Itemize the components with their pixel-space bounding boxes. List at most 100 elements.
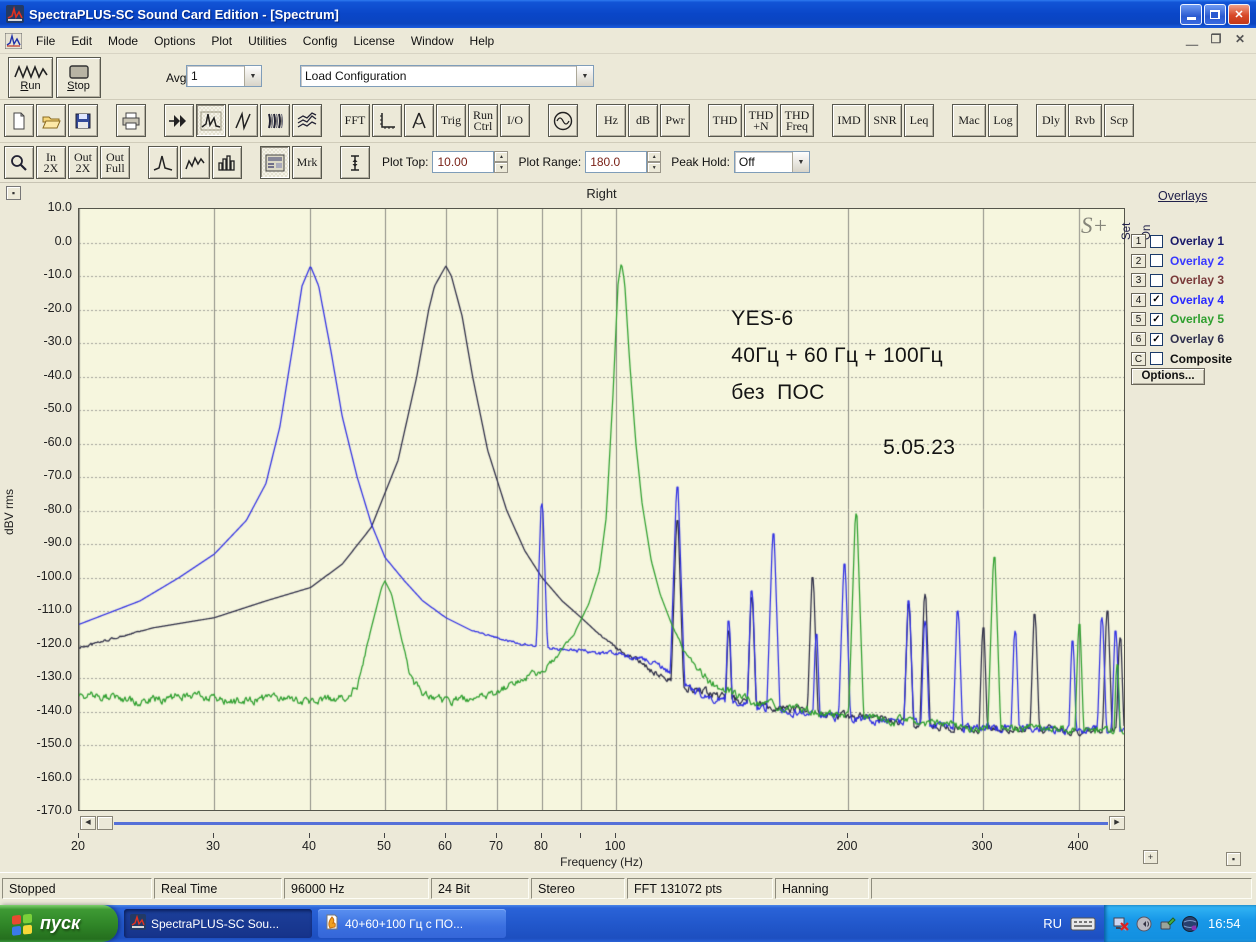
overlay-set-button-2[interactable]: 2 <box>1131 254 1146 268</box>
markers-button[interactable]: Mrk <box>292 146 322 179</box>
phase-view-button[interactable] <box>228 104 258 137</box>
signal-generator-button[interactable] <box>548 104 578 137</box>
menu-plot[interactable]: Plot <box>203 30 240 52</box>
display-options-button[interactable] <box>260 146 290 179</box>
spin-down-icon[interactable]: ▼ <box>494 162 508 173</box>
power-units-button[interactable]: Pwr <box>660 104 690 137</box>
start-button[interactable]: пуск <box>0 905 118 942</box>
peak-hold-arrow-icon[interactable]: ▼ <box>792 152 809 172</box>
child-minimize-button[interactable]: ＿ <box>1184 31 1200 47</box>
menu-license[interactable]: License <box>345 30 402 52</box>
scaling-button[interactable] <box>372 104 402 137</box>
child-close-button[interactable]: ✕ <box>1232 31 1248 47</box>
taskbar-task[interactable]: 40+60+100 Гц с ПО... <box>318 909 506 938</box>
pane-expand-button[interactable]: + <box>1143 850 1158 864</box>
surface-view-button[interactable] <box>292 104 322 137</box>
volume-icon[interactable] <box>1135 915 1153 933</box>
overlay-set-button-4[interactable]: 4 <box>1131 293 1146 307</box>
io-settings-button[interactable]: I/O <box>500 104 530 137</box>
menu-file[interactable]: File <box>28 30 63 52</box>
overlay-checkbox-4[interactable]: ✓ <box>1150 293 1163 306</box>
bar-plot-button[interactable] <box>212 146 242 179</box>
zoom-button[interactable] <box>4 146 34 179</box>
overlay-set-button-1[interactable]: 1 <box>1131 234 1146 248</box>
zoom-in-2x-button[interactable]: In2X <box>36 146 66 179</box>
plot-range-input[interactable] <box>585 151 647 173</box>
stop-button[interactable]: Stop <box>56 57 101 98</box>
hz-units-button[interactable]: Hz <box>596 104 626 137</box>
pane-split-button[interactable]: ▪ <box>1226 852 1241 866</box>
trigger-button[interactable]: Trig <box>436 104 466 137</box>
menu-options[interactable]: Options <box>146 30 203 52</box>
spectrum-plot[interactable]: YES-640Гц + 60 Гц + 100Гцбез ПОС5.05.23 … <box>78 208 1125 811</box>
print-button[interactable] <box>116 104 146 137</box>
spectrum-view-button[interactable] <box>196 104 226 137</box>
open-file-button[interactable] <box>36 104 66 137</box>
avg-dropdown-arrow-icon[interactable]: ▼ <box>244 66 261 86</box>
minimize-button[interactable] <box>1180 4 1202 25</box>
overlay-set-button-5[interactable]: 5 <box>1131 312 1146 326</box>
plot-top-spinner[interactable]: ▲▼ <box>494 151 508 173</box>
load-configuration-select[interactable]: Load Configuration ▼ <box>300 65 594 87</box>
marker-tool-button[interactable] <box>340 146 370 179</box>
save-file-button[interactable] <box>68 104 98 137</box>
new-file-button[interactable] <box>4 104 34 137</box>
language-indicator[interactable]: RU <box>1043 905 1096 942</box>
logging-button[interactable]: Log <box>988 104 1018 137</box>
peak-plot-button[interactable] <box>148 146 178 179</box>
overlay-set-button-3[interactable]: 3 <box>1131 273 1146 287</box>
hscroll-thumb[interactable] <box>97 816 113 830</box>
run-button[interactable]: Run <box>8 57 53 98</box>
db-units-button[interactable]: dB <box>628 104 658 137</box>
pane-collapse-button[interactable]: ▪ <box>6 186 21 200</box>
overlay-checkbox-6[interactable]: ✓ <box>1150 333 1163 346</box>
fft-settings-button[interactable]: FFT <box>340 104 370 137</box>
menu-edit[interactable]: Edit <box>63 30 100 52</box>
macro-button[interactable]: Mac <box>952 104 986 137</box>
close-button[interactable]: ✕ <box>1228 4 1250 25</box>
menu-utilities[interactable]: Utilities <box>240 30 295 52</box>
overlay-set-button-6[interactable]: 6 <box>1131 332 1146 346</box>
spin-up-icon[interactable]: ▲ <box>494 151 508 162</box>
overlay-checkbox-C[interactable] <box>1150 352 1163 365</box>
spin-down-icon[interactable]: ▼ <box>647 162 661 173</box>
reverb-button[interactable]: Rvb <box>1068 104 1102 137</box>
spin-up-icon[interactable]: ▲ <box>647 151 661 162</box>
avg-select[interactable]: 1 ▼ <box>186 65 262 87</box>
overlay-checkbox-5[interactable]: ✓ <box>1150 313 1163 326</box>
plot-top-input[interactable] <box>432 151 494 173</box>
overlay-checkbox-1[interactable] <box>1150 235 1163 248</box>
restore-button[interactable] <box>1204 4 1226 25</box>
hscroll-track[interactable] <box>114 822 1108 825</box>
scope-button[interactable]: Scp <box>1104 104 1134 137</box>
plot-range-spinner[interactable]: ▲▼ <box>647 151 661 173</box>
network-offline-icon[interactable] <box>1112 915 1130 933</box>
thd-button[interactable]: THD <box>708 104 742 137</box>
calibration-button[interactable] <box>404 104 434 137</box>
hscroll-right-arrow-icon[interactable]: ▶ <box>1109 816 1125 830</box>
spectrogram-view-button[interactable] <box>260 104 290 137</box>
overlay-options-button[interactable]: Options... <box>1131 368 1205 385</box>
zoom-out-2x-button[interactable]: Out2X <box>68 146 98 179</box>
overlay-checkbox-3[interactable] <box>1150 274 1163 287</box>
time-series-view-button[interactable] <box>164 104 194 137</box>
snr-button[interactable]: SNR <box>868 104 902 137</box>
taskbar-task[interactable]: SpectraPLUS-SC Sou... <box>124 909 312 938</box>
line-plot-button[interactable] <box>180 146 210 179</box>
globe-icon[interactable] <box>1181 915 1199 933</box>
thd-n-button[interactable]: THD+N <box>744 104 778 137</box>
spectrum-canvas[interactable] <box>79 209 1124 810</box>
menu-window[interactable]: Window <box>403 30 462 52</box>
overlay-checkbox-2[interactable] <box>1150 254 1163 267</box>
imd-button[interactable]: IMD <box>832 104 866 137</box>
zoom-out-full-button[interactable]: OutFull <box>100 146 130 179</box>
delay-button[interactable]: Dly <box>1036 104 1066 137</box>
overlay-set-button-C[interactable]: C <box>1131 352 1146 366</box>
config-dropdown-arrow-icon[interactable]: ▼ <box>576 66 593 86</box>
hscroll-left-arrow-icon[interactable]: ◀ <box>80 816 96 830</box>
device-icon[interactable] <box>1158 915 1176 933</box>
peak-hold-select[interactable]: Off ▼ <box>734 151 810 173</box>
run-control-button[interactable]: RunCtrl <box>468 104 498 137</box>
leq-button[interactable]: Leq <box>904 104 934 137</box>
menu-mode[interactable]: Mode <box>100 30 146 52</box>
